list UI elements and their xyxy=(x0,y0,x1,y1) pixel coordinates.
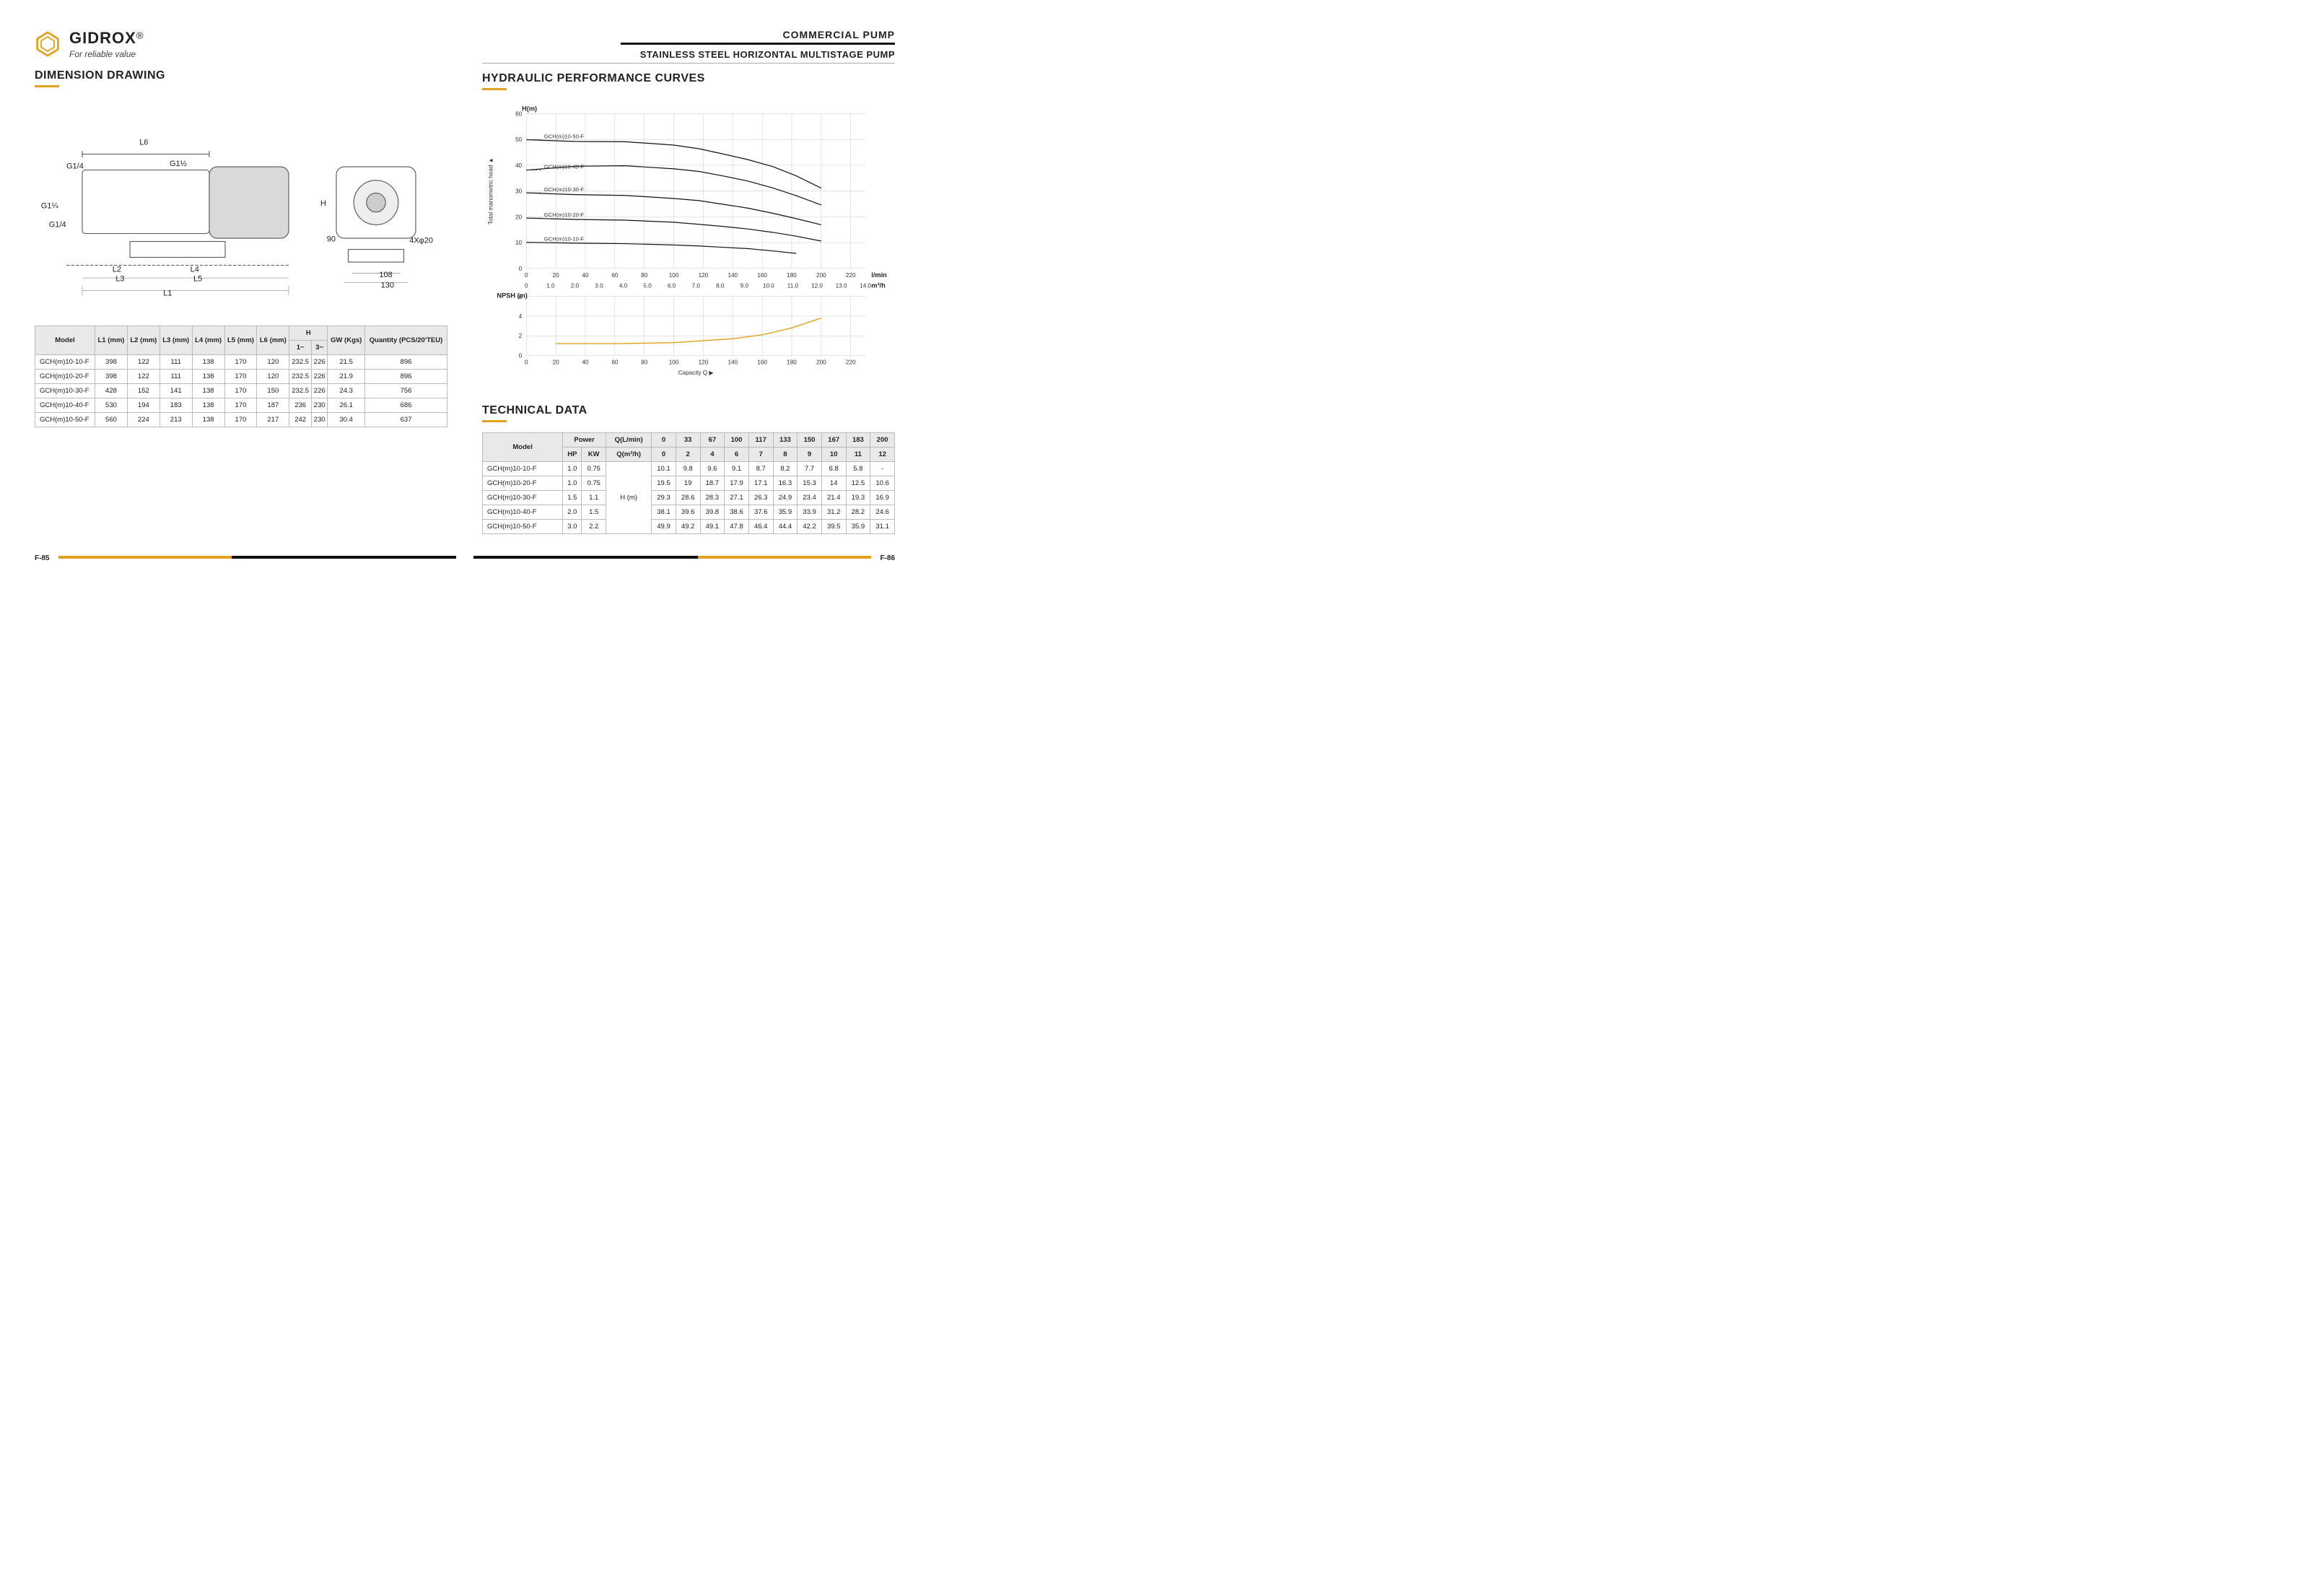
performance-chart: 0102030405060020406080100120140160180200… xyxy=(482,100,895,396)
svg-text:100: 100 xyxy=(669,359,679,366)
svg-text:NPSH (m): NPSH (m) xyxy=(497,292,527,300)
svg-text:G1/4: G1/4 xyxy=(49,221,66,230)
svg-text:G1¼: G1¼ xyxy=(41,201,59,210)
svg-text:11.0: 11.0 xyxy=(787,282,799,289)
accent-underline xyxy=(35,85,59,87)
svg-text:L1: L1 xyxy=(163,289,172,297)
svg-text:20: 20 xyxy=(515,214,523,220)
svg-text:m³/h: m³/h xyxy=(871,282,886,289)
svg-text:4.0: 4.0 xyxy=(619,282,628,289)
svg-text:G1/4: G1/4 xyxy=(66,162,84,170)
svg-text:140: 140 xyxy=(728,359,738,366)
svg-text:4Xφ20: 4Xφ20 xyxy=(409,237,433,245)
svg-text:3.0: 3.0 xyxy=(595,282,603,289)
svg-text:60: 60 xyxy=(611,359,619,366)
svg-text:6.0: 6.0 xyxy=(668,282,676,289)
svg-text:80: 80 xyxy=(641,359,648,366)
svg-text:12.0: 12.0 xyxy=(811,282,823,289)
svg-text:7.0: 7.0 xyxy=(692,282,701,289)
svg-text:H(m): H(m) xyxy=(522,105,537,112)
svg-text:50: 50 xyxy=(515,136,523,143)
brand-reg: ® xyxy=(136,30,144,41)
svg-text:20: 20 xyxy=(553,272,560,279)
svg-text:4: 4 xyxy=(519,313,523,320)
svg-text:9.0: 9.0 xyxy=(741,282,749,289)
dimension-table: ModelL1 (mm)L2 (mm)L3 (mm)L4 (mm)L5 (mm)… xyxy=(35,326,447,427)
section-curves-title: HYDRAULIC PERFORMANCE CURVES xyxy=(482,72,895,85)
svg-text:40: 40 xyxy=(582,359,589,366)
svg-text:1.0: 1.0 xyxy=(546,282,555,289)
svg-text:GCH(m)10-50-F: GCH(m)10-50-F xyxy=(544,133,585,139)
svg-text:0: 0 xyxy=(525,272,528,279)
svg-text:L2: L2 xyxy=(113,265,121,274)
section-dimension-title: DIMENSION DRAWING xyxy=(35,69,447,82)
svg-text:14.0: 14.0 xyxy=(860,282,871,289)
section-tech-title: TECHNICAL DATA xyxy=(482,404,895,417)
svg-text:l/min: l/min xyxy=(871,271,887,279)
footer-rule xyxy=(58,556,456,560)
svg-text:H: H xyxy=(320,199,326,208)
svg-text:90: 90 xyxy=(327,235,336,244)
svg-text:0: 0 xyxy=(519,266,523,272)
svg-text:180: 180 xyxy=(787,359,797,366)
svg-text:20: 20 xyxy=(553,359,560,366)
svg-text:0: 0 xyxy=(525,359,528,366)
svg-text:140: 140 xyxy=(728,272,738,279)
category-title: COMMERCIAL PUMP xyxy=(621,29,895,45)
svg-text:GCH(m)10-40-F: GCH(m)10-40-F xyxy=(544,164,585,170)
svg-text:220: 220 xyxy=(846,272,856,279)
svg-text:5.0: 5.0 xyxy=(643,282,652,289)
svg-text:160: 160 xyxy=(757,359,767,366)
svg-text:100: 100 xyxy=(669,272,679,279)
svg-text:60: 60 xyxy=(611,272,619,279)
svg-text:10.0: 10.0 xyxy=(763,282,774,289)
svg-text:220: 220 xyxy=(846,359,856,366)
svg-text:L3: L3 xyxy=(115,275,124,284)
svg-text:120: 120 xyxy=(699,359,709,366)
svg-text:0: 0 xyxy=(525,282,528,289)
page-footer: F-85 F-86 xyxy=(35,554,895,562)
accent-underline xyxy=(482,420,507,422)
svg-text:L5: L5 xyxy=(193,275,202,284)
svg-text:80: 80 xyxy=(641,272,648,279)
svg-text:10: 10 xyxy=(515,240,523,246)
svg-text:2: 2 xyxy=(519,333,523,339)
svg-text:200: 200 xyxy=(816,272,826,279)
svg-text:0: 0 xyxy=(519,352,523,359)
svg-text:L4: L4 xyxy=(191,265,199,274)
page-number-right: F-86 xyxy=(880,554,895,562)
svg-text:Total manometric head ▲: Total manometric head ▲ xyxy=(487,157,494,224)
svg-text:GCH(m)10-30-F: GCH(m)10-30-F xyxy=(544,186,585,193)
technical-table: ModelPowerQ(L/min)0336710011713315016718… xyxy=(482,432,895,534)
svg-text:8.0: 8.0 xyxy=(716,282,725,289)
svg-text:120: 120 xyxy=(699,272,709,279)
svg-text:GCH(m)10-20-F: GCH(m)10-20-F xyxy=(544,211,585,218)
brand-tagline: For reliable value xyxy=(69,49,144,59)
svg-text:160: 160 xyxy=(757,272,767,279)
svg-text:180: 180 xyxy=(787,272,797,279)
svg-text:GCH(m)10-10-F: GCH(m)10-10-F xyxy=(544,236,585,243)
dimension-drawing: G1/4 G1¼ G1/4 G1½ L6 L2L3 L4L5 L1 H 90 108 130 4Xφ20 xyxy=(35,116,447,311)
svg-text:13.0: 13.0 xyxy=(836,282,847,289)
svg-text:2.0: 2.0 xyxy=(571,282,580,289)
svg-text:G1½: G1½ xyxy=(170,160,187,168)
svg-text:108: 108 xyxy=(379,271,392,279)
brand-logo-icon xyxy=(35,31,61,57)
svg-text:40: 40 xyxy=(582,272,589,279)
brand-block: GIDROX® For reliable value xyxy=(35,29,447,59)
subcategory-title: STAINLESS STEEL HORIZONTAL MULTISTAGE PU… xyxy=(482,49,895,64)
svg-text:200: 200 xyxy=(816,359,826,366)
footer-rule xyxy=(473,556,871,560)
svg-text:130: 130 xyxy=(381,281,394,289)
svg-text:L6: L6 xyxy=(139,138,148,147)
svg-text:30: 30 xyxy=(515,188,523,195)
brand-name: GIDROX xyxy=(69,29,136,47)
svg-text:Capacity Q ▶: Capacity Q ▶ xyxy=(678,370,715,376)
svg-text:40: 40 xyxy=(515,162,523,169)
accent-underline xyxy=(482,88,507,90)
page-number-left: F-85 xyxy=(35,554,50,562)
